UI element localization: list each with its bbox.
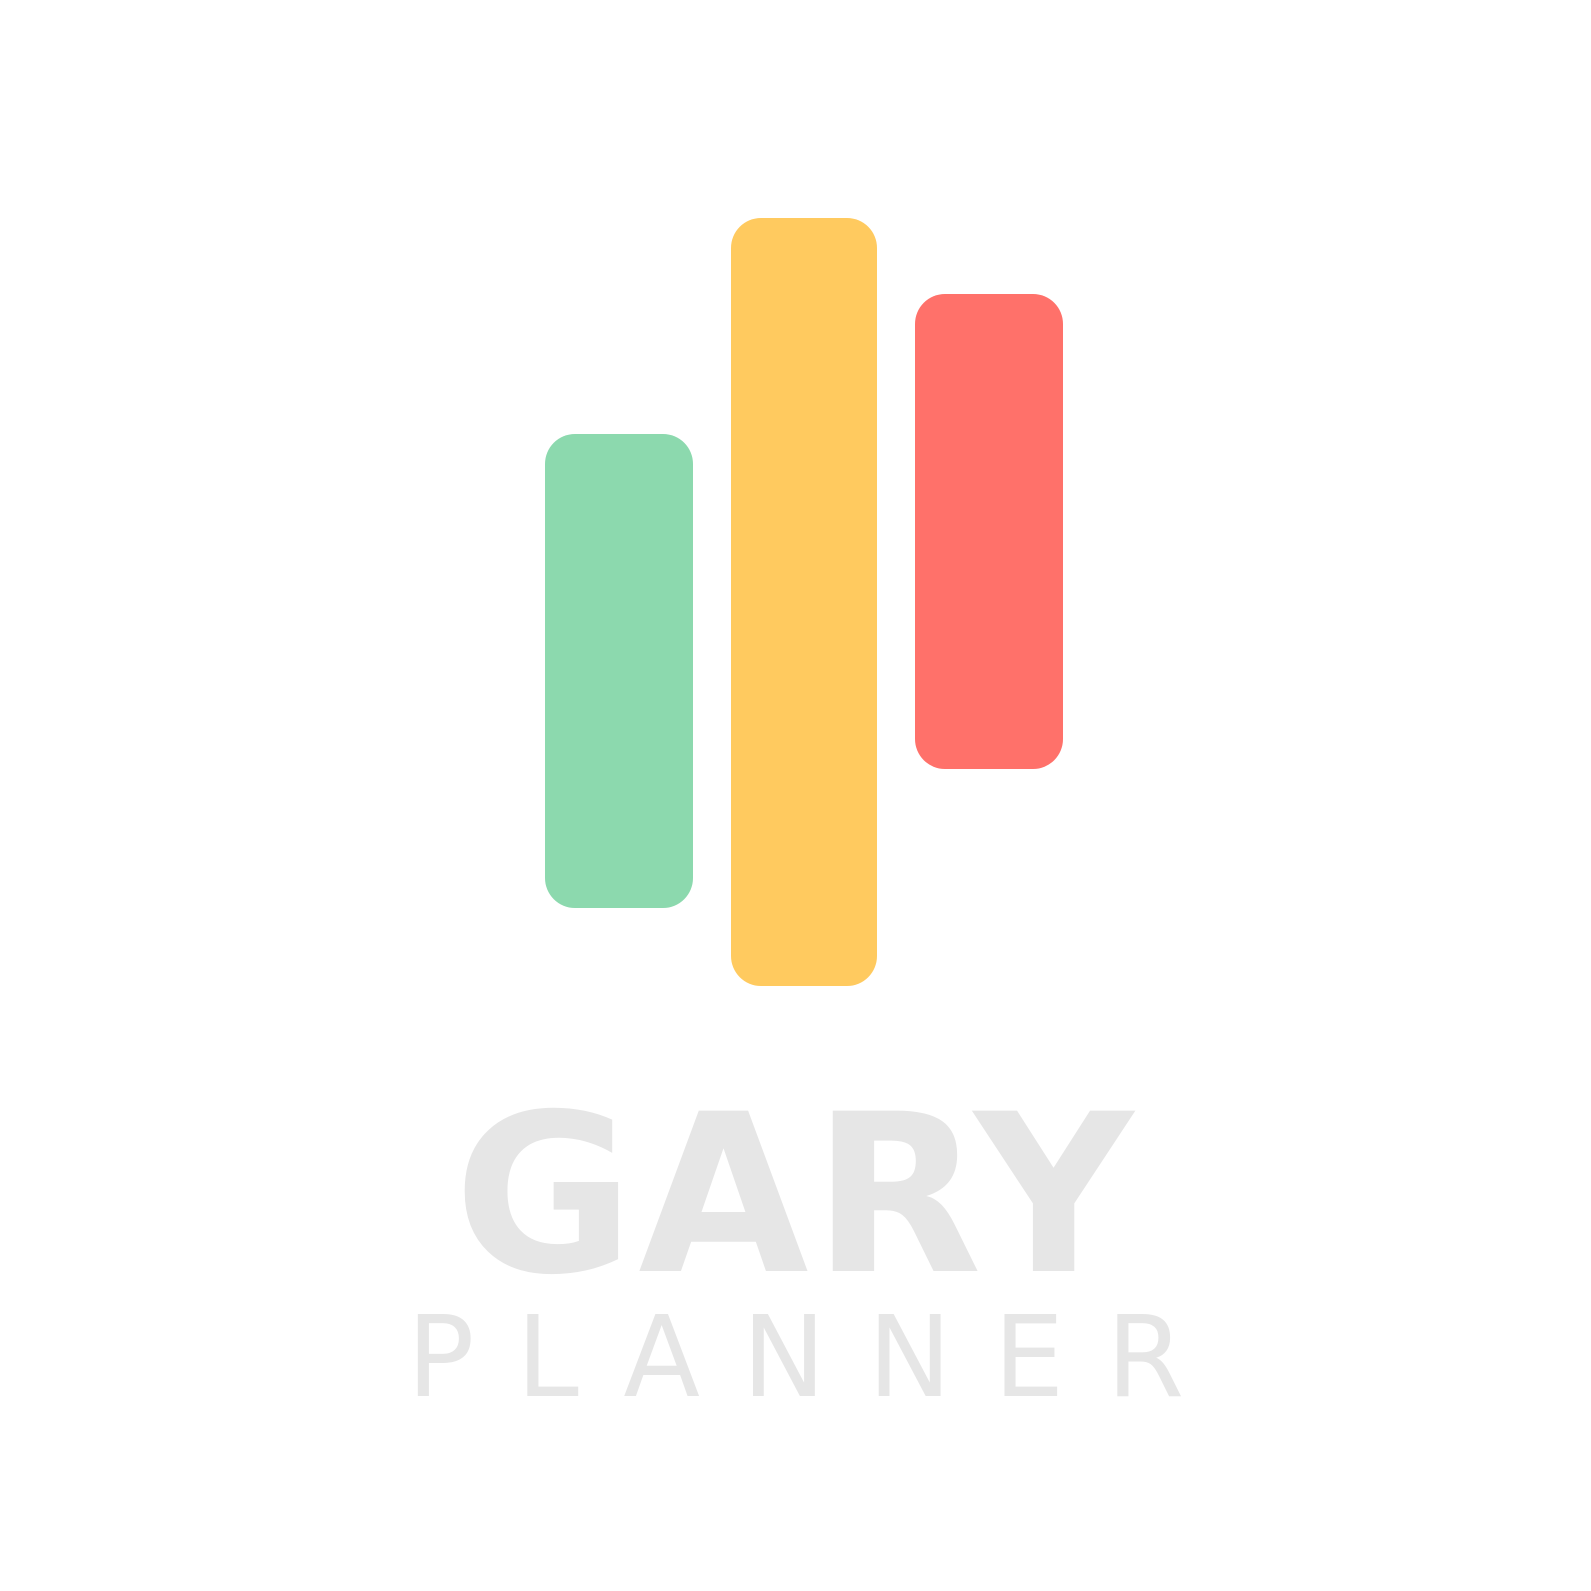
logo-bar-yellow [731,218,877,986]
logo-bar-green [545,434,693,908]
logo-subtitle: PLANNER [406,1293,1227,1423]
logo-bar-red [915,294,1063,769]
logo-title: GARY [453,1067,1138,1323]
